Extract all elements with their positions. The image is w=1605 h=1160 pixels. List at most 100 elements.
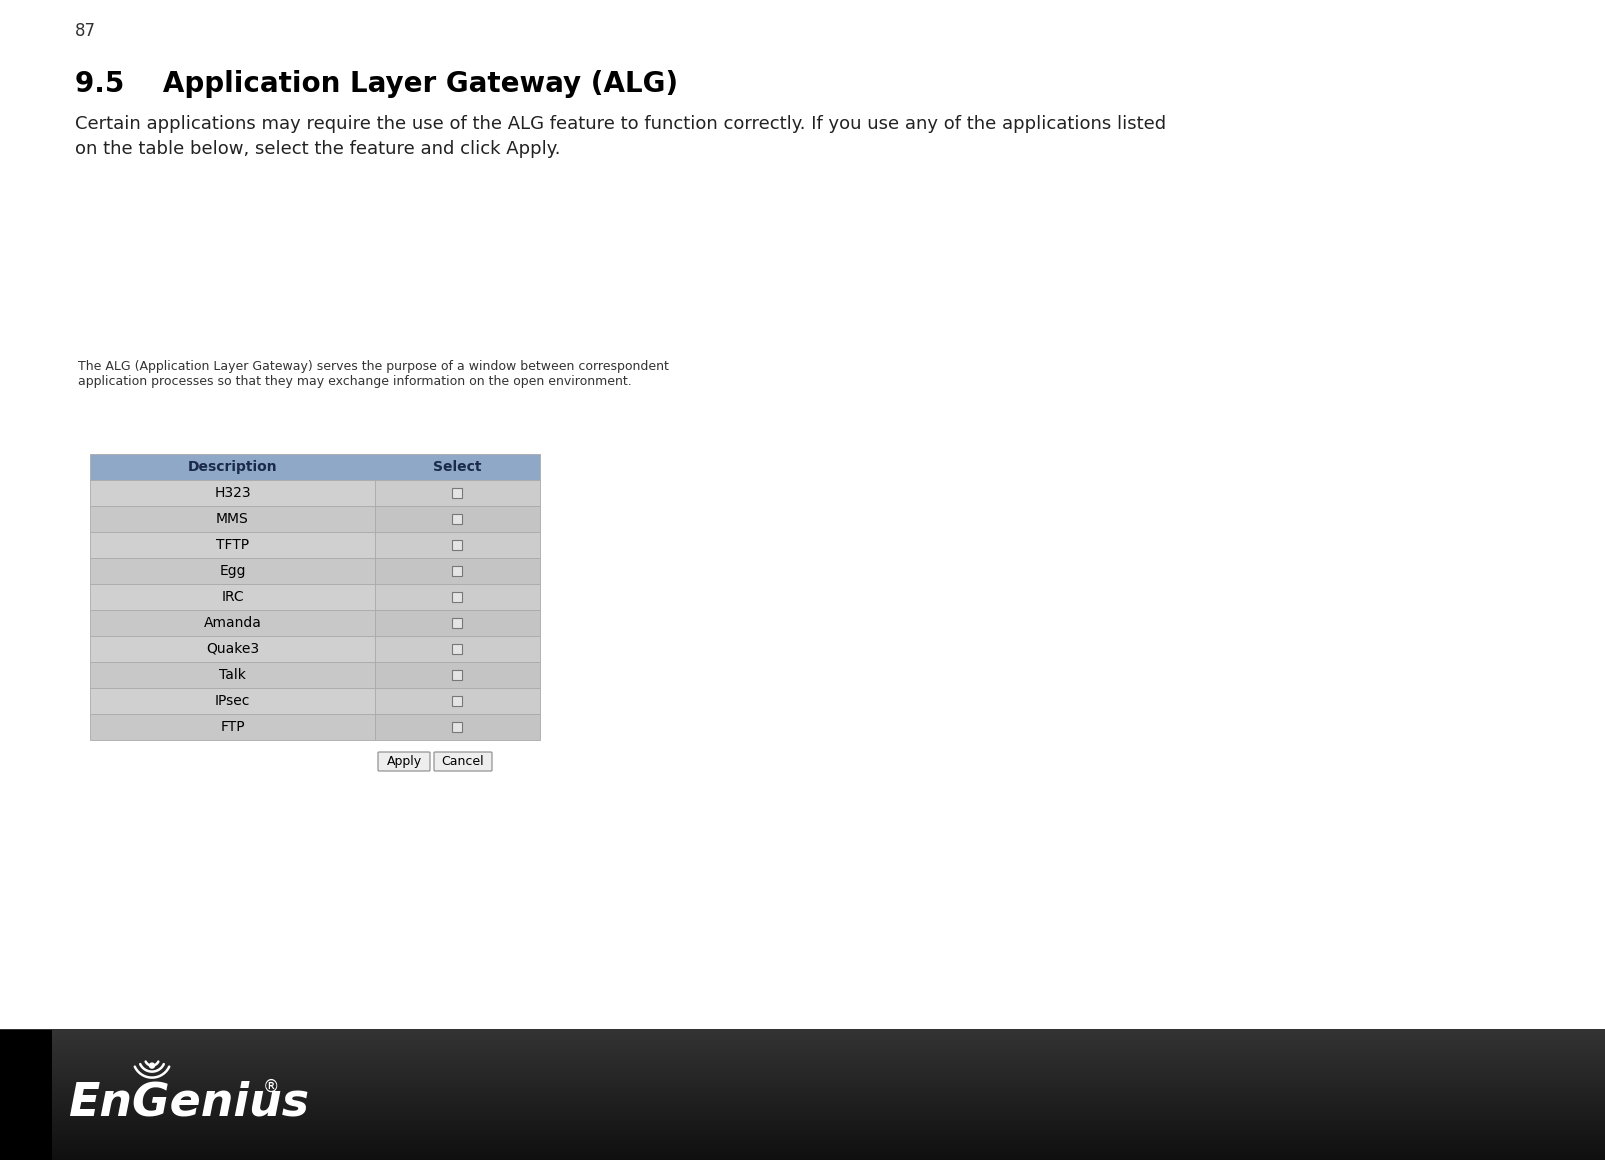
Bar [0, 1087, 1605, 1088]
Bar [0, 1131, 1605, 1133]
Bar [0, 1121, 1605, 1122]
Bar [0, 1035, 1605, 1037]
Bar [0, 1037, 1605, 1038]
Bar [0, 1126, 1605, 1129]
Circle shape [149, 1063, 154, 1068]
Bar [0, 1032, 1605, 1035]
Bar [374, 636, 539, 662]
Bar [374, 506, 539, 532]
Bar [453, 696, 462, 706]
Bar [0, 1137, 1605, 1139]
Bar [0, 1130, 1605, 1132]
Bar [0, 1125, 1605, 1128]
Bar [0, 1128, 1605, 1130]
Text: EnGenius: EnGenius [67, 1080, 308, 1125]
Bar [90, 583, 374, 610]
Bar [0, 1042, 1605, 1044]
Bar [0, 1139, 1605, 1141]
Bar [0, 1038, 1605, 1039]
Bar [0, 1102, 1605, 1103]
Bar [0, 1085, 1605, 1086]
Bar [0, 1115, 1605, 1117]
Bar [0, 1138, 1605, 1140]
Text: Talk: Talk [218, 668, 246, 682]
Bar [0, 1057, 1605, 1059]
Bar [453, 592, 462, 602]
Bar [0, 1108, 1605, 1110]
Bar [0, 1082, 1605, 1085]
Bar [0, 1054, 1605, 1057]
Bar [0, 1074, 1605, 1076]
Bar [0, 1031, 1605, 1034]
Bar [0, 1158, 1605, 1160]
Bar [0, 1071, 1605, 1073]
Bar [90, 610, 374, 636]
Bar [374, 583, 539, 610]
Bar [0, 1136, 1605, 1137]
Bar [453, 618, 462, 628]
Bar [0, 1109, 1605, 1111]
Bar [0, 1145, 1605, 1147]
Bar [453, 722, 462, 732]
Bar [453, 670, 462, 680]
Bar [0, 1100, 1605, 1102]
Bar [0, 1065, 1605, 1067]
Bar [0, 1101, 1605, 1103]
Bar [0, 1076, 1605, 1079]
Bar [0, 1030, 1605, 1032]
Text: IPsec: IPsec [215, 694, 250, 708]
Bar [0, 1064, 1605, 1066]
Bar [90, 454, 539, 480]
Bar [0, 1078, 1605, 1080]
Bar [0, 1058, 1605, 1060]
Bar [90, 636, 374, 662]
Bar [0, 1059, 1605, 1061]
Bar [0, 1129, 1605, 1131]
Bar [374, 480, 539, 506]
Bar [0, 1096, 1605, 1099]
Bar [0, 1054, 1605, 1056]
Bar [0, 1046, 1605, 1049]
Bar [0, 1034, 1605, 1036]
Bar [0, 1154, 1605, 1157]
Bar [0, 1071, 1605, 1072]
Bar [0, 1151, 1605, 1152]
Bar [0, 1067, 1605, 1070]
Text: Description: Description [188, 461, 278, 474]
Bar [0, 1104, 1605, 1105]
Bar [0, 1144, 1605, 1146]
Bar [0, 1086, 1605, 1087]
Bar [453, 541, 462, 550]
Text: Quake3: Quake3 [205, 641, 258, 657]
Bar [0, 1111, 1605, 1114]
Text: 87: 87 [75, 22, 96, 39]
Bar [0, 1080, 1605, 1082]
Bar [0, 1133, 1605, 1136]
Text: H323: H323 [213, 486, 250, 500]
Bar [0, 1049, 1605, 1051]
Bar [453, 514, 462, 524]
Bar [0, 1066, 1605, 1068]
Bar [0, 1044, 1605, 1046]
Text: MMS: MMS [217, 512, 249, 525]
Bar [0, 1047, 1605, 1050]
Bar [0, 1123, 1605, 1125]
Bar [0, 1041, 1605, 1043]
Bar [0, 1075, 1605, 1078]
Bar [0, 1063, 1605, 1065]
Bar [0, 1112, 1605, 1115]
Bar [0, 1090, 1605, 1093]
Bar [0, 1094, 1605, 1096]
Bar [374, 662, 539, 688]
Bar [0, 1068, 1605, 1070]
Bar [0, 1088, 1605, 1089]
Bar [90, 688, 374, 715]
Text: Amanda: Amanda [204, 616, 262, 630]
Bar [374, 688, 539, 715]
Bar [0, 1148, 1605, 1151]
Text: Cancel: Cancel [441, 755, 485, 768]
Bar [0, 1107, 1605, 1109]
Bar [0, 1089, 1605, 1092]
Bar [374, 715, 539, 740]
Bar [0, 1146, 1605, 1148]
